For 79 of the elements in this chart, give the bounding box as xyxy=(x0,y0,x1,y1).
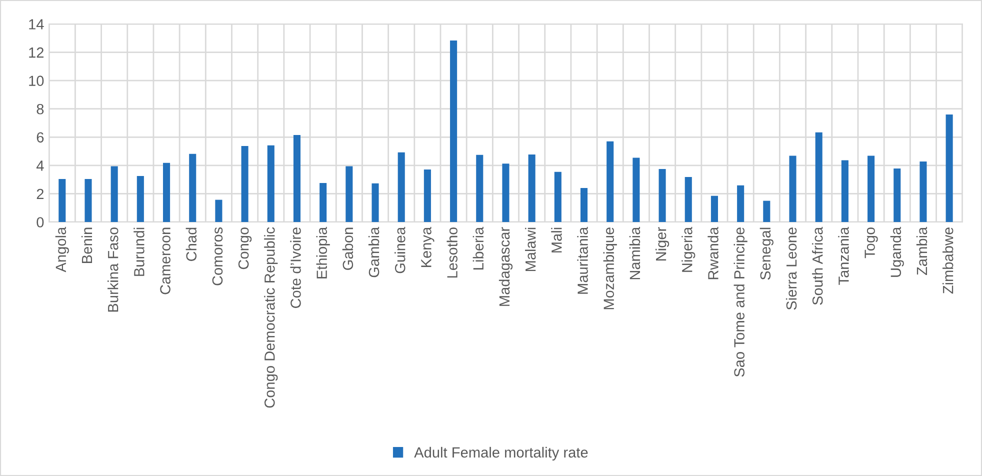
bar xyxy=(320,182,327,222)
x-tick-label: Gambia xyxy=(368,226,380,278)
bar xyxy=(554,172,562,222)
bar xyxy=(241,146,248,222)
bar xyxy=(632,158,640,222)
bar xyxy=(763,200,770,222)
x-tick-label: Senegal xyxy=(760,228,774,280)
x-tick-label: Congo Democratic Republic xyxy=(264,227,278,408)
bar xyxy=(424,170,431,222)
x-tick-label: Mauritania xyxy=(577,226,588,294)
x-tick-label: Cameroon xyxy=(160,228,170,294)
x-tick-label: Mali xyxy=(551,228,562,252)
y-tick-label: 8 xyxy=(36,104,44,114)
x-tick-label: Namibia xyxy=(629,226,640,280)
bar xyxy=(58,179,66,222)
bar xyxy=(162,162,170,222)
y-tick-label: 14 xyxy=(29,19,44,30)
x-tick-label: Ethiopia xyxy=(316,226,330,278)
x-tick-label: Chad xyxy=(186,228,197,261)
y-tick-label: 10 xyxy=(29,76,44,86)
x-tick-label: Burundi xyxy=(134,228,144,276)
x-tick-label: Cote d’Ivoire xyxy=(290,228,301,308)
bar xyxy=(476,154,484,222)
x-tick-label: Lesotho xyxy=(446,227,458,278)
bar xyxy=(789,156,796,222)
bar xyxy=(293,135,301,222)
x-tick-label: South Africa xyxy=(812,226,823,305)
x-tick-label: Kenya xyxy=(421,226,434,268)
bar xyxy=(946,114,953,222)
x-tick-label: Nigeria xyxy=(682,226,696,272)
bar xyxy=(110,166,118,222)
bar xyxy=(84,179,92,222)
bar xyxy=(580,188,588,222)
bar xyxy=(346,166,353,222)
x-tick-label: Sao Tome and Principe xyxy=(734,228,748,377)
bar xyxy=(267,145,274,222)
bar xyxy=(894,168,901,222)
x-tick-label: Rwanda xyxy=(708,226,718,280)
legend-label: Adult Female mortality rate xyxy=(414,446,588,460)
bar xyxy=(841,160,848,222)
y-tick-label: 4 xyxy=(36,160,44,171)
x-tick-label: Mozambique xyxy=(603,228,617,310)
y-tick-label: 6 xyxy=(36,132,44,143)
bar xyxy=(920,161,927,222)
x-tick-label: Niger xyxy=(655,227,670,261)
bar xyxy=(658,168,666,222)
bar xyxy=(450,40,458,222)
bar xyxy=(502,164,510,222)
x-tick-label: Congo xyxy=(238,227,252,270)
bar xyxy=(710,196,718,222)
bar xyxy=(868,156,875,222)
y-tick-label: 0 xyxy=(36,217,44,228)
x-tick-label: Zambia xyxy=(916,226,928,276)
x-tick-label: Burkina Faso xyxy=(108,227,118,312)
bar xyxy=(737,185,744,222)
x-tick-label: Comoros xyxy=(212,227,223,286)
x-tick-label: Malawi xyxy=(525,228,536,272)
x-tick-label: Benin xyxy=(81,228,92,263)
x-tick-label: Gabon xyxy=(342,228,354,270)
bar xyxy=(684,177,692,222)
x-tick-label: Liberia xyxy=(472,226,484,270)
bar xyxy=(606,141,614,222)
bar xyxy=(815,132,822,222)
x-tick-label: Togo xyxy=(864,227,878,258)
x-tick-label: Angola xyxy=(55,226,69,272)
x-tick-label: Zimbabwe xyxy=(942,228,954,294)
x-tick-label: Madagascar xyxy=(498,227,513,306)
bar xyxy=(528,154,536,222)
y-tick-label: 12 xyxy=(29,47,44,58)
x-tick-label: Tanzania xyxy=(838,226,849,285)
x-tick-label: Guinea xyxy=(394,226,406,274)
y-tick-label: 2 xyxy=(36,188,44,199)
bar xyxy=(136,176,144,222)
x-tick-label: Sierra Leone xyxy=(786,228,797,310)
bar xyxy=(372,183,379,222)
x-tick-label: Uganda xyxy=(890,226,904,277)
bar xyxy=(189,154,196,222)
bar xyxy=(215,200,222,222)
bar xyxy=(398,152,405,222)
